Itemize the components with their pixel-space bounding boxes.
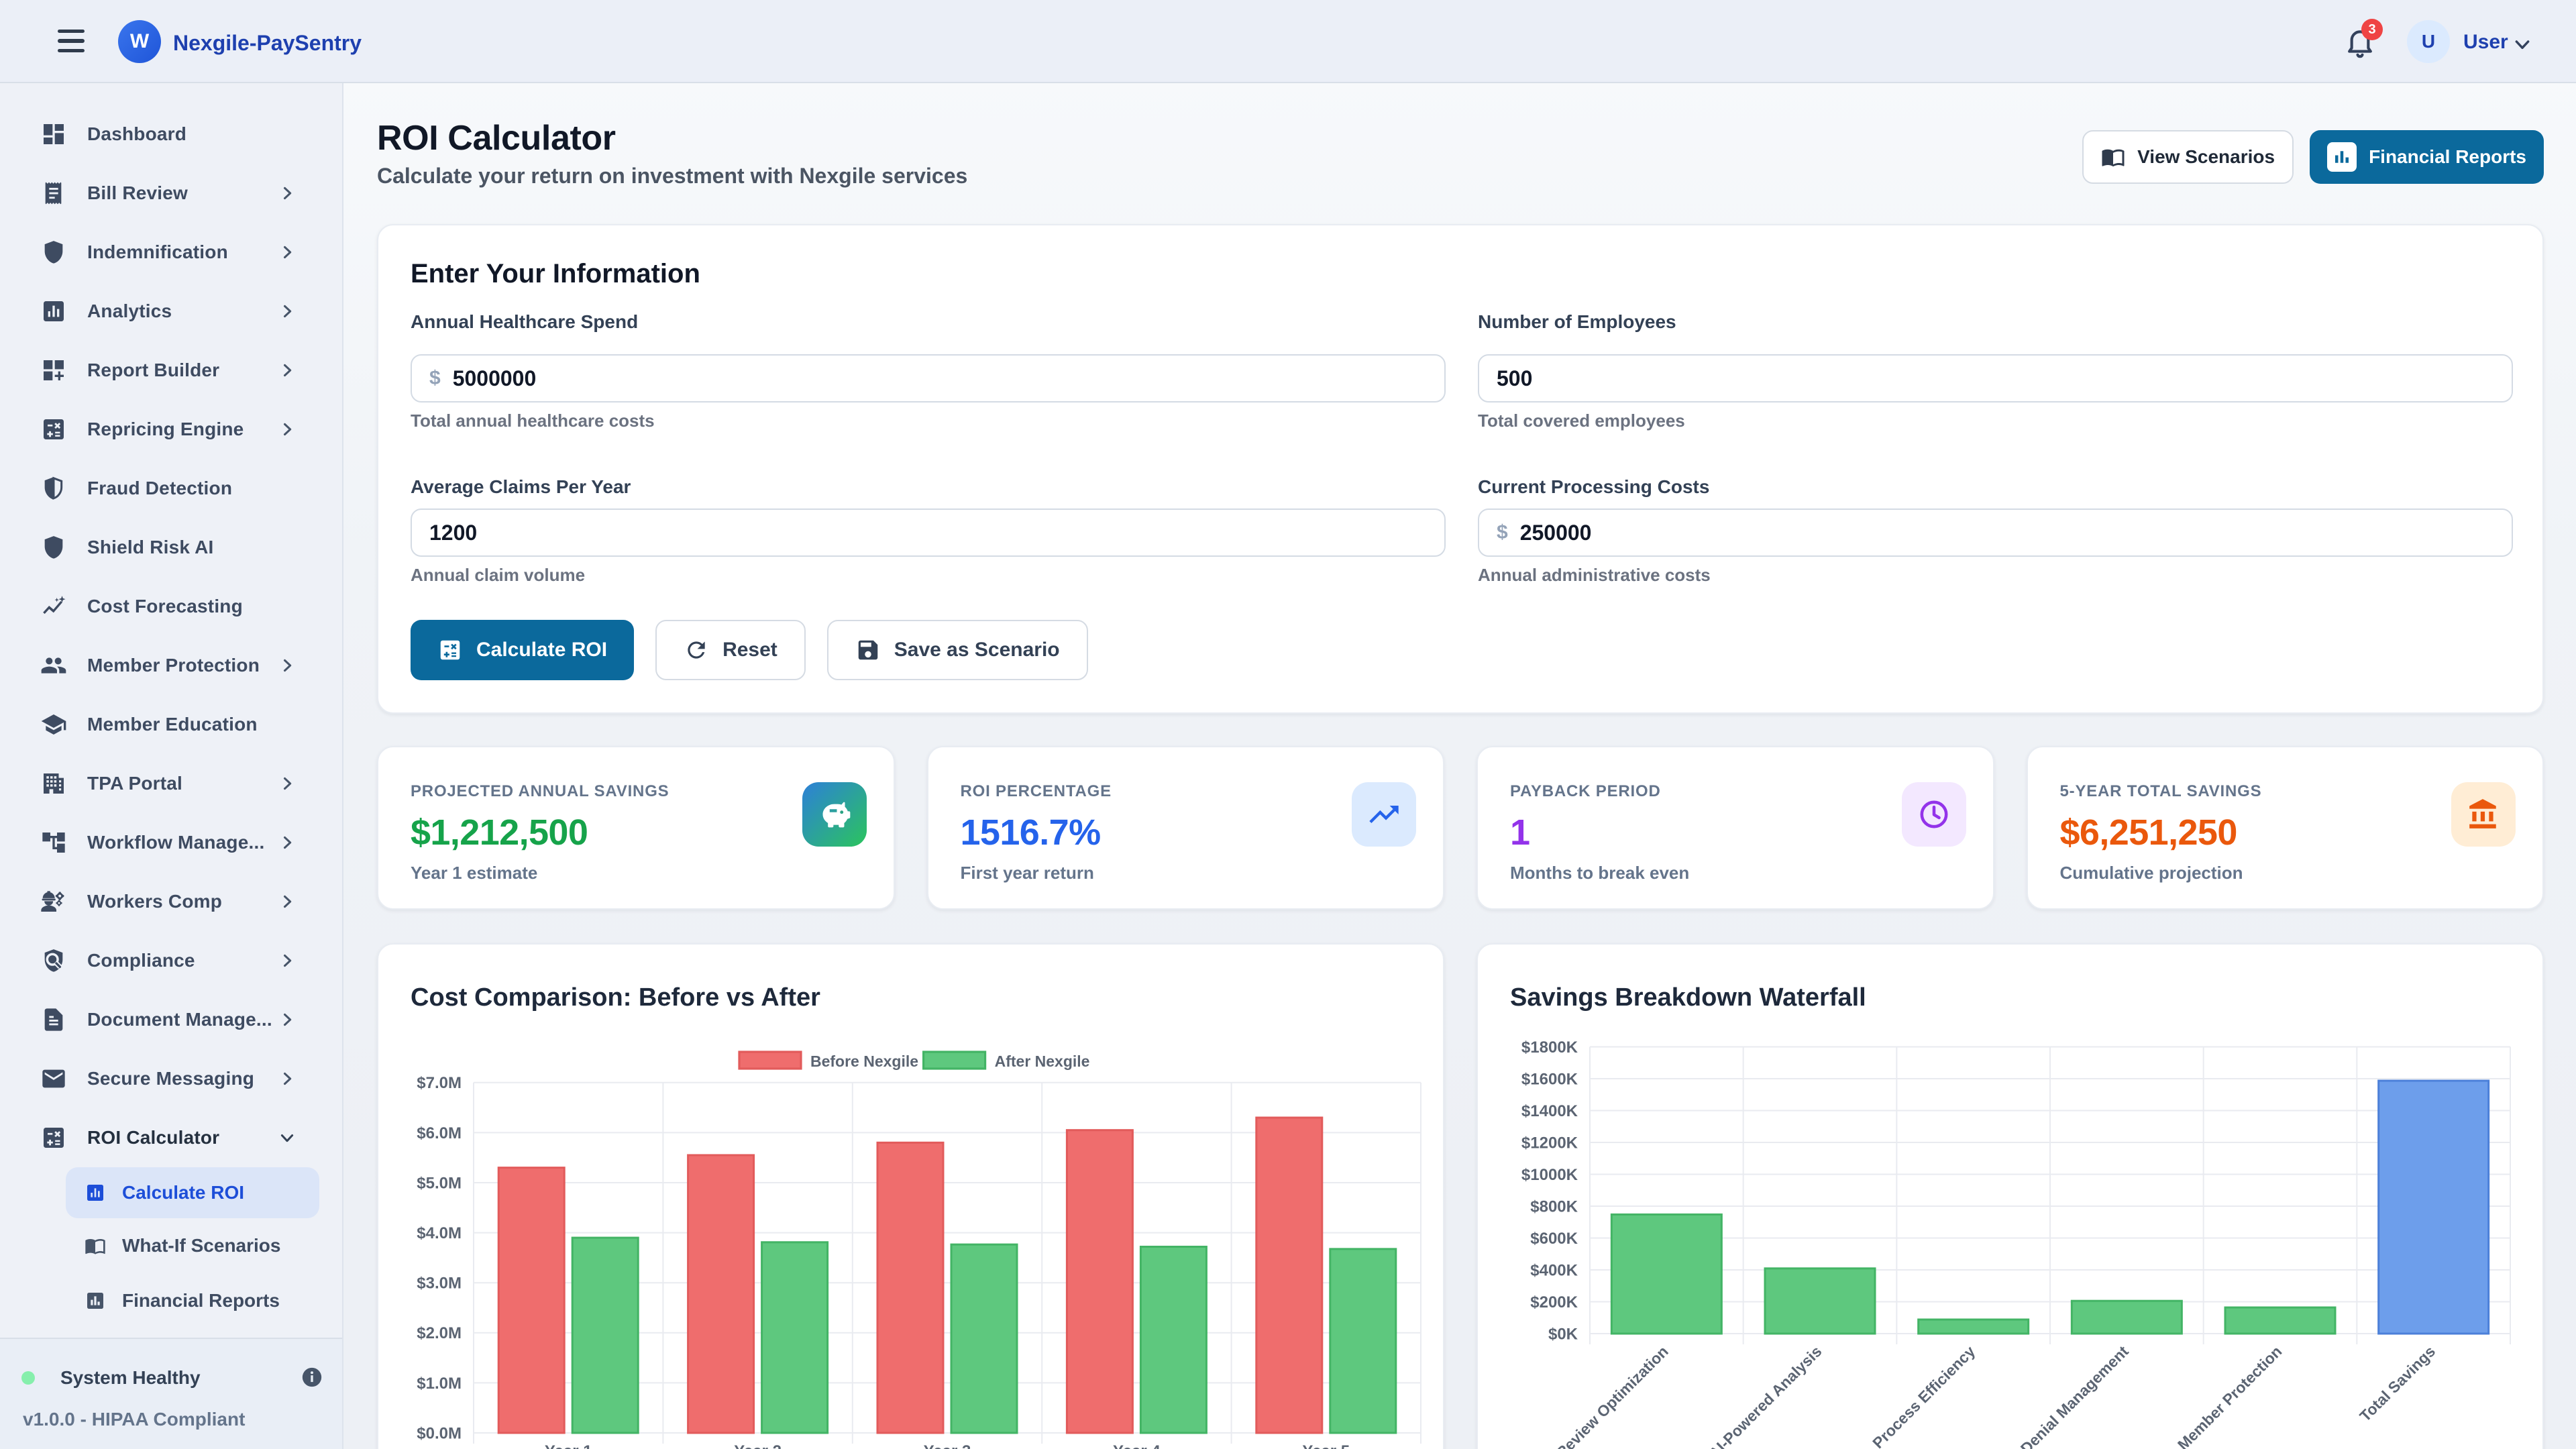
svg-text:$200K: $200K [1530, 1293, 1578, 1311]
svg-text:$1000K: $1000K [1521, 1166, 1578, 1184]
svg-text:Total Savings: Total Savings [2356, 1342, 2438, 1425]
svg-text:Member Protection: Member Protection [2174, 1342, 2286, 1449]
svg-text:$7.0M: $7.0M [417, 1074, 462, 1092]
svg-text:Bill Review Optimization: Bill Review Optimization [1533, 1342, 1672, 1449]
svg-text:Year 5: Year 5 [1302, 1442, 1350, 1449]
svg-text:$1.0M: $1.0M [417, 1375, 462, 1393]
svg-text:Before Nexgile: Before Nexgile [810, 1053, 918, 1070]
svg-text:$5.0M: $5.0M [417, 1174, 462, 1192]
svg-text:Year 3: Year 3 [924, 1442, 971, 1449]
svg-text:Year 1: Year 1 [545, 1442, 592, 1449]
svg-text:$800K: $800K [1530, 1197, 1578, 1216]
svg-text:$1400K: $1400K [1521, 1102, 1578, 1120]
svg-text:$4.0M: $4.0M [417, 1224, 462, 1242]
svg-text:After Nexgile: After Nexgile [995, 1053, 1090, 1070]
svg-text:$0K: $0K [1548, 1325, 1578, 1343]
svg-text:$2.0M: $2.0M [417, 1324, 462, 1342]
svg-text:Year 2: Year 2 [734, 1442, 782, 1449]
svg-text:AI-Powered Analysis: AI-Powered Analysis [1705, 1342, 1825, 1449]
svg-text:$1800K: $1800K [1521, 1038, 1578, 1057]
svg-text:$6.0M: $6.0M [417, 1124, 462, 1142]
svg-text:Year 4: Year 4 [1113, 1442, 1161, 1449]
svg-text:$400K: $400K [1530, 1261, 1578, 1279]
svg-text:$1200K: $1200K [1521, 1134, 1578, 1152]
svg-text:$1600K: $1600K [1521, 1070, 1578, 1088]
svg-text:Process Efficiency: Process Efficiency [1869, 1342, 1978, 1449]
svg-text:Denial Management: Denial Management [2017, 1342, 2132, 1449]
svg-text:$0.0M: $0.0M [417, 1424, 462, 1442]
svg-text:$3.0M: $3.0M [417, 1275, 462, 1293]
svg-text:$600K: $600K [1530, 1230, 1578, 1248]
